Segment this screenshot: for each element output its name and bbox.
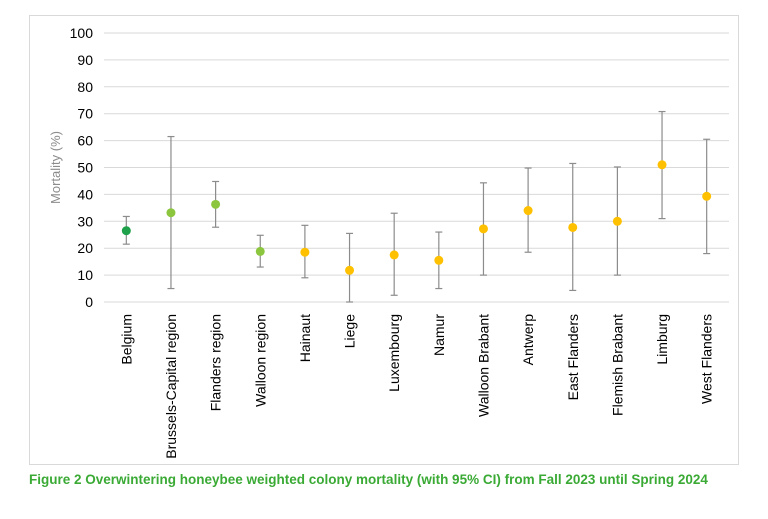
y-tick-label: 40 <box>77 186 93 202</box>
y-tick-label: 70 <box>77 106 93 122</box>
x-category-label: Walloon region <box>252 314 268 407</box>
y-tick-label: 100 <box>70 25 94 41</box>
x-category-label: Namur <box>431 314 447 356</box>
y-axis-title: Mortality (%) <box>48 131 63 204</box>
figure-caption: Figure 2 Overwintering honeybee weighted… <box>29 472 708 487</box>
y-tick-label: 0 <box>85 294 93 310</box>
data-point <box>300 247 310 257</box>
x-category-label: Belgium <box>118 314 134 365</box>
x-category-label: Luxembourg <box>386 314 402 392</box>
y-tick-label: 90 <box>77 52 93 68</box>
x-category-label: East Flanders <box>565 314 581 400</box>
data-point <box>121 226 131 236</box>
x-category-label: Hainaut <box>297 314 313 362</box>
data-point <box>478 224 488 234</box>
data-point <box>255 246 265 256</box>
data-point <box>389 250 399 260</box>
data-point <box>568 222 578 232</box>
x-category-label: Walloon Brabant <box>475 314 491 417</box>
x-category-label: Antwerp <box>520 314 536 366</box>
y-tick-label: 20 <box>77 240 93 256</box>
x-category-label: Flanders region <box>208 314 224 411</box>
data-point <box>166 208 176 218</box>
y-tick-label: 30 <box>77 213 93 229</box>
chart-frame <box>29 15 739 465</box>
y-tick-label: 60 <box>77 133 93 149</box>
x-category-label: Flemish Brabant <box>609 314 625 416</box>
data-point <box>657 160 667 170</box>
x-category-label: Limburg <box>654 314 670 365</box>
x-category-label: Brussels-Capital region <box>163 314 179 459</box>
y-tick-label: 50 <box>77 160 93 176</box>
data-point <box>434 255 444 265</box>
x-category-label: West Flanders <box>699 314 715 404</box>
y-tick-label: 10 <box>77 267 93 283</box>
x-category-label: Liege <box>342 314 358 348</box>
data-point <box>612 216 622 226</box>
data-point <box>523 206 533 216</box>
y-tick-label: 80 <box>77 79 93 95</box>
data-point <box>211 199 221 209</box>
data-point <box>702 191 712 201</box>
mortality-chart: 0 10 20 30 40 50 60 70 80 90 100 Mortality (%) Belgi… <box>48 25 729 459</box>
data-point <box>345 265 355 275</box>
